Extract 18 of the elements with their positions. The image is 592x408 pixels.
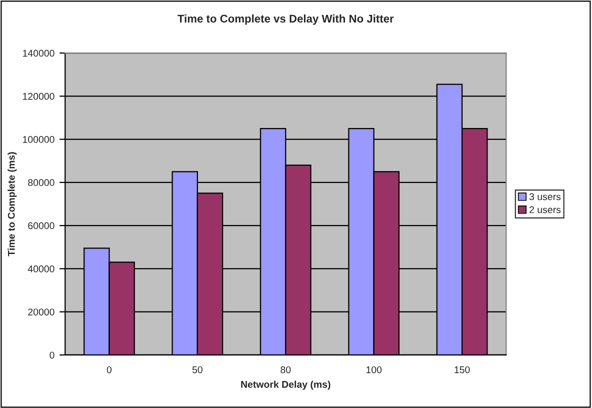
chart-title: Time to Complete vs Delay With No Jitter: [178, 14, 394, 25]
x-tick-label: 150: [454, 366, 470, 374]
y-tick-label: 100000: [23, 136, 54, 143]
legend-label: 2 users: [530, 206, 561, 214]
x-axis-title: Network Delay (ms): [241, 380, 330, 390]
x-tick-label: 0: [106, 366, 112, 374]
x-tick-label: 80: [280, 366, 291, 374]
y-axis-title: Time to Complete (ms): [8, 152, 17, 256]
y-tick-label: 120000: [23, 92, 54, 100]
legend-label: 3 users: [529, 193, 561, 200]
y-tick-label: 140000: [23, 50, 54, 57]
y-tick-label: 60000: [28, 222, 54, 230]
y-tick-label: 0: [50, 352, 54, 359]
y-tick-label: 40000: [28, 265, 54, 272]
y-tick-label: 20000: [28, 308, 54, 316]
y-tick-label: 80000: [28, 179, 54, 186]
x-tick-label: 50: [192, 366, 202, 374]
x-tick-label: 100: [366, 366, 382, 374]
